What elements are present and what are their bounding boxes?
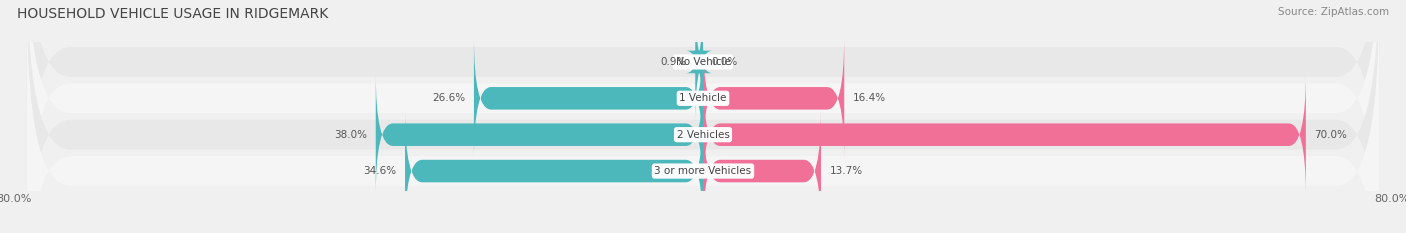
FancyBboxPatch shape — [27, 4, 1379, 233]
FancyBboxPatch shape — [703, 110, 821, 233]
Text: No Vehicle: No Vehicle — [675, 57, 731, 67]
FancyBboxPatch shape — [375, 73, 703, 196]
Text: 0.9%: 0.9% — [661, 57, 686, 67]
Text: HOUSEHOLD VEHICLE USAGE IN RIDGEMARK: HOUSEHOLD VEHICLE USAGE IN RIDGEMARK — [17, 7, 328, 21]
FancyBboxPatch shape — [686, 0, 713, 123]
Text: Source: ZipAtlas.com: Source: ZipAtlas.com — [1278, 7, 1389, 17]
Text: 70.0%: 70.0% — [1315, 130, 1347, 140]
Text: 16.4%: 16.4% — [853, 93, 886, 103]
Text: 34.6%: 34.6% — [363, 166, 396, 176]
Text: 26.6%: 26.6% — [432, 93, 465, 103]
FancyBboxPatch shape — [703, 37, 844, 160]
Text: 13.7%: 13.7% — [830, 166, 863, 176]
FancyBboxPatch shape — [474, 37, 703, 160]
FancyBboxPatch shape — [405, 110, 703, 233]
FancyBboxPatch shape — [27, 0, 1379, 233]
Text: 3 or more Vehicles: 3 or more Vehicles — [654, 166, 752, 176]
Text: 2 Vehicles: 2 Vehicles — [676, 130, 730, 140]
Text: 0.0%: 0.0% — [711, 57, 738, 67]
FancyBboxPatch shape — [27, 0, 1379, 233]
FancyBboxPatch shape — [703, 73, 1306, 196]
Text: 38.0%: 38.0% — [335, 130, 367, 140]
Text: 1 Vehicle: 1 Vehicle — [679, 93, 727, 103]
FancyBboxPatch shape — [27, 0, 1379, 229]
